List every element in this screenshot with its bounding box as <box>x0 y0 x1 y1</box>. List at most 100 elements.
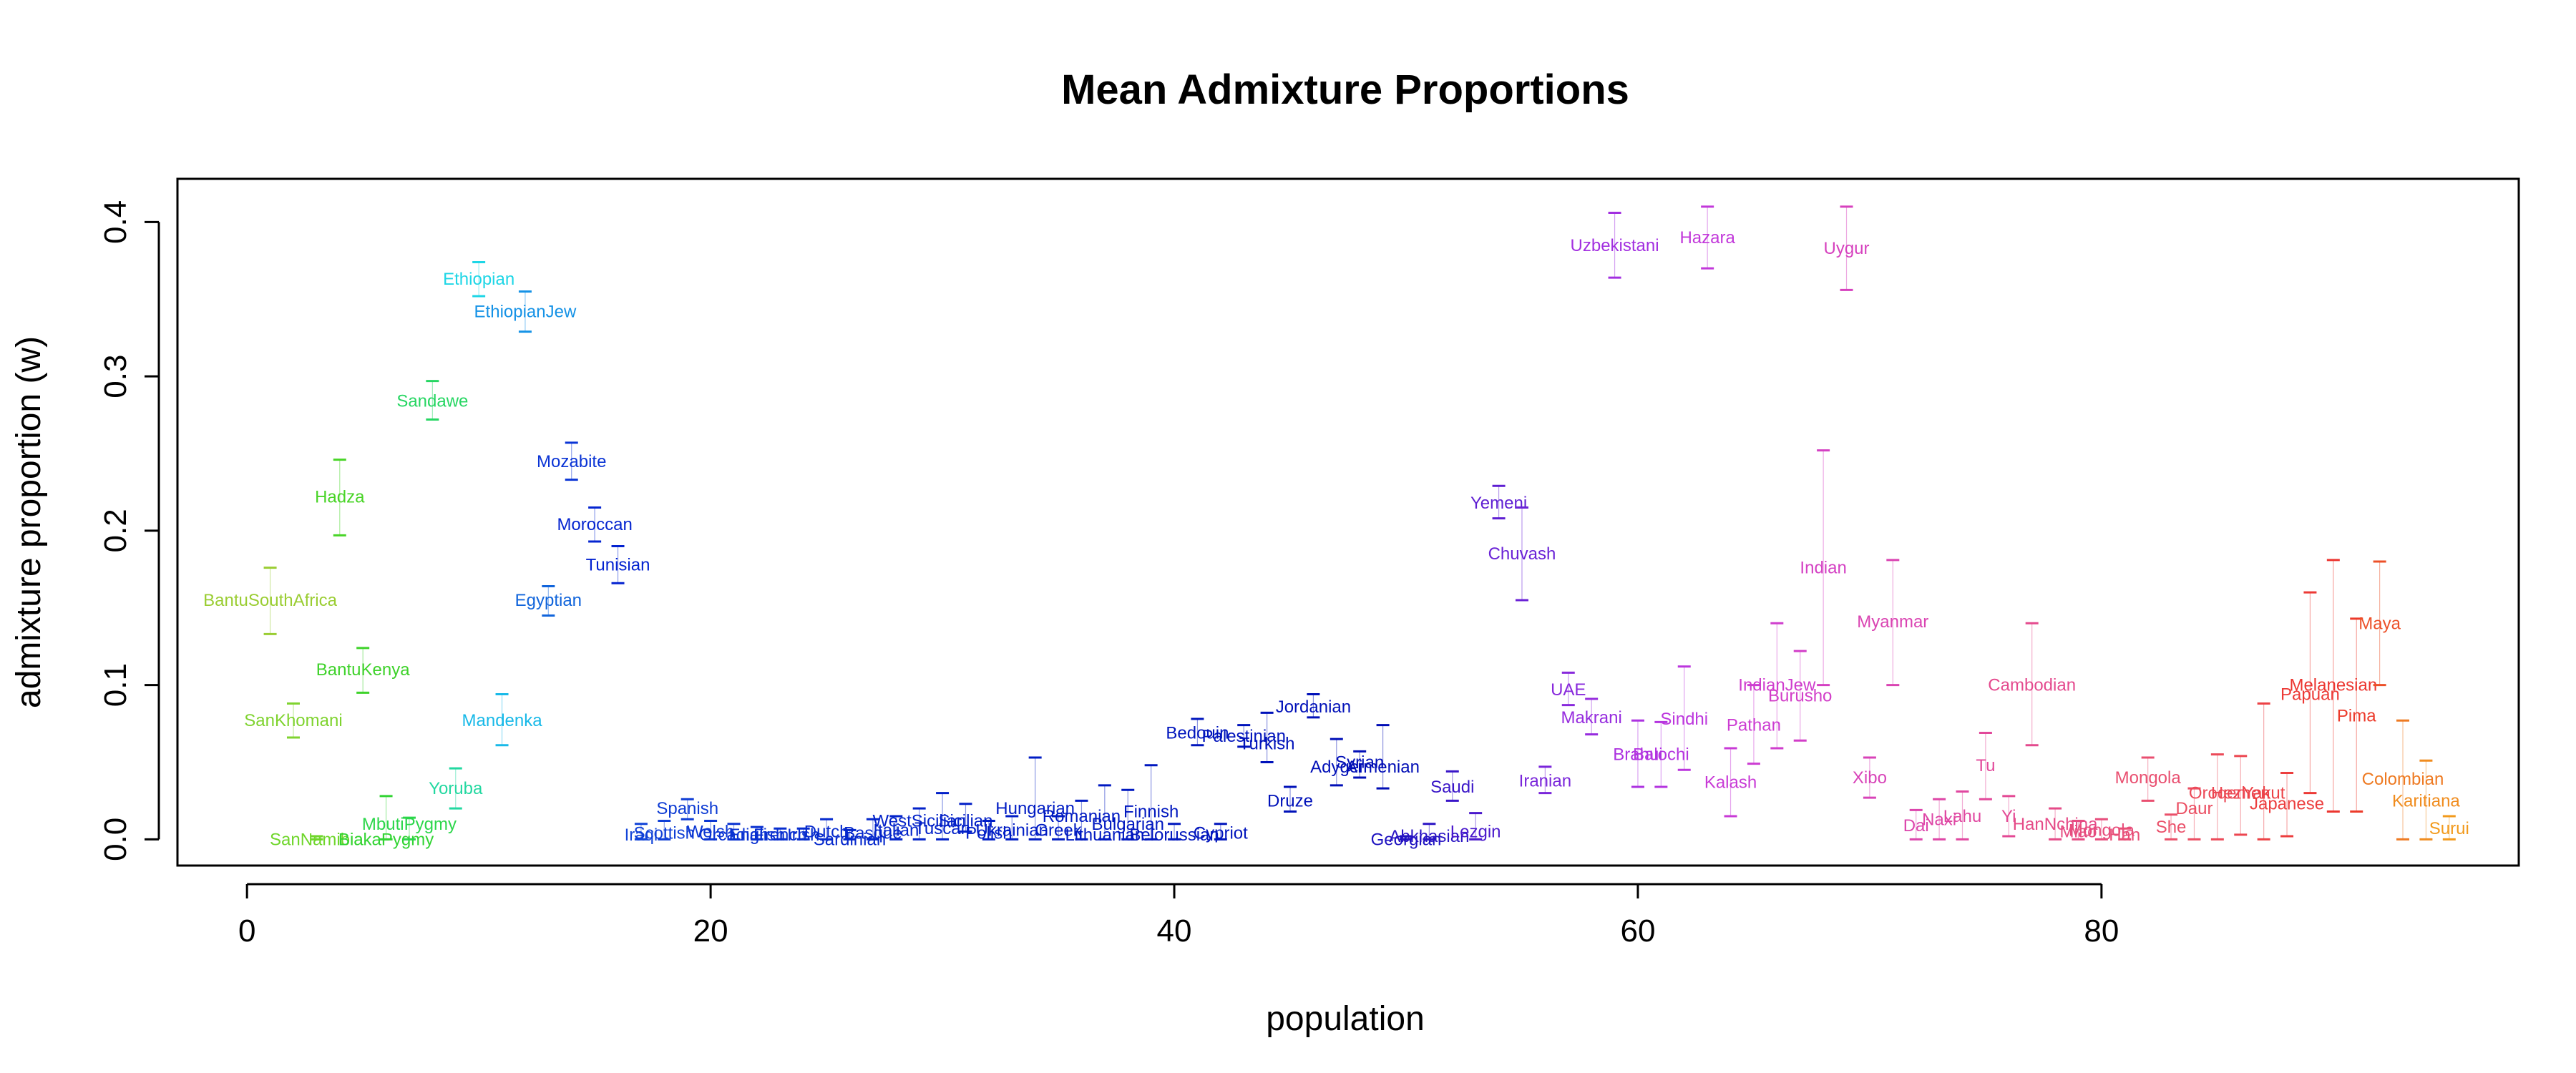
population-label: Pathan <box>1727 716 1781 735</box>
population-mark: Melanesian <box>2289 559 2377 813</box>
population-label: Tunisian <box>586 555 650 574</box>
population-mark: WestSicilian <box>873 807 966 841</box>
population-mark: Jordanian <box>1276 693 1351 719</box>
population-label: Dutch <box>804 823 849 842</box>
population-label: Italian <box>873 820 919 840</box>
population-mark: Bedouin <box>1166 717 1229 747</box>
population-label: Kalash <box>1704 773 1757 793</box>
x-tick-label: 60 <box>1620 913 1655 949</box>
y-tick-label: 0.1 <box>98 663 133 707</box>
population-mark: UAE <box>1551 671 1586 707</box>
population-label: Miao <box>2059 823 2097 842</box>
population-mark: Lezgin <box>1450 812 1501 842</box>
population-label: Ukrainian <box>976 820 1048 840</box>
population-label: Indian <box>1800 559 1846 578</box>
population-label: Bedouin <box>1166 723 1229 743</box>
population-mark: French <box>753 825 807 845</box>
population-label: Tuscan <box>914 819 970 838</box>
y-tick-label: 0.4 <box>98 200 133 244</box>
y-tick-label: 0.3 <box>98 355 133 398</box>
population-label: Moroccan <box>557 515 632 534</box>
population-mark: Dutch <box>804 818 849 842</box>
population-mark: Syrian <box>1335 750 1384 779</box>
population-label: Yemeni <box>1470 494 1527 513</box>
population-mark: Pathan <box>1727 684 1781 765</box>
population-mark: Turkish <box>1239 711 1295 763</box>
population-label: Papuan <box>2280 685 2340 705</box>
population-label: Druze <box>1267 791 1313 810</box>
population-mark: Daur <box>2175 787 2212 841</box>
population-mark: Moroccan <box>557 506 633 543</box>
population-mark: Italian <box>873 815 919 841</box>
population-mark: Orcadian <box>699 823 769 845</box>
population-label: SanNamibia <box>270 830 364 849</box>
population-label: Adygei <box>1310 758 1362 777</box>
population-mark: Surui <box>2429 815 2469 841</box>
population-mark: Welsh <box>687 819 734 842</box>
population-label: WestSicilian <box>873 811 966 831</box>
population-mark: Xibo <box>1853 756 1887 799</box>
x-tick-label: 80 <box>2084 913 2119 949</box>
population-label: MbutiPygmy <box>362 815 457 834</box>
population-mark: Han <box>2109 825 2140 845</box>
population-mark: Chuvash <box>1488 506 1556 602</box>
population-mark: Scottish <box>634 819 695 843</box>
population-label: Syrian <box>1335 753 1384 772</box>
population-label: Surui <box>2429 819 2469 838</box>
population-label: Han <box>2109 825 2140 845</box>
population-label: Spanish <box>656 799 718 818</box>
population-label: Abkhasian <box>1389 827 1469 846</box>
population-mark: Lahu <box>1943 790 1981 841</box>
population-label: Colombian <box>2362 770 2444 789</box>
population-mark: BantuSouthAfrica <box>203 567 338 635</box>
population-mark: Uygur <box>1823 205 1870 291</box>
population-mark: Irish <box>787 825 819 845</box>
population-mark: Karitiana <box>2392 759 2460 841</box>
population-label: Daur <box>2175 799 2212 818</box>
population-mark: Hadza <box>315 459 365 536</box>
population-mark: Kalash <box>1704 747 1757 818</box>
population-label: Sandawe <box>396 392 468 411</box>
population-label: Polish <box>965 824 1012 843</box>
population-mark: Tunisian <box>586 544 650 584</box>
population-mark: Lithuanian <box>1065 784 1144 845</box>
population-label: Hazara <box>1679 228 1735 248</box>
x-axis: 0 20 40 60 80 <box>238 883 2119 949</box>
population-mark: HanNchina <box>2013 807 2098 841</box>
population-mark: Abkhasian <box>1389 823 1469 846</box>
population-mark: Polish <box>965 819 1013 843</box>
population-mark: Miao <box>2059 819 2097 842</box>
population-label: Egyptian <box>515 591 582 610</box>
population-label: Sindhi <box>1660 710 1708 729</box>
population-mark: Greek <box>1035 815 1083 841</box>
population-mark: Mozabite <box>537 441 606 481</box>
population-mark: Papuan <box>2280 591 2340 795</box>
population-label: Armenian <box>1346 758 1420 777</box>
population-label: Hadza <box>315 487 365 506</box>
population-label: Orcadian <box>699 825 769 845</box>
population-mark: Iraqi <box>625 823 658 845</box>
population-mark: Cambodian <box>1988 622 2076 747</box>
population-label: Dai <box>1903 816 1929 836</box>
x-axis-label: population <box>1266 1000 1425 1038</box>
population-label: Balochi <box>1633 745 1689 765</box>
population-label: Iranian <box>1519 771 1571 790</box>
population-label: Romanian <box>1043 807 1121 826</box>
population-label: Karitiana <box>2392 791 2460 810</box>
population-label: Mozabite <box>537 452 606 471</box>
population-mark: Hazara <box>1679 205 1735 270</box>
population-mark: Saudi <box>1430 770 1474 802</box>
data-marks: BantuSouthAfrica SanKhomani SanNamibia Hadz… <box>203 205 2469 849</box>
population-label: SanKhomani <box>244 711 342 730</box>
population-mark: Yoruba <box>429 767 483 810</box>
population-mark: Belorussian <box>1129 823 1219 845</box>
population-label: Yoruba <box>429 779 483 798</box>
population-label: Yakut <box>2243 784 2285 803</box>
population-mark: Sindhi <box>1660 665 1708 771</box>
population-mark: Colombian <box>2362 719 2444 841</box>
population-label: HanNchina <box>2013 815 2098 834</box>
population-mark: Indian <box>1800 449 1847 687</box>
population-label: Makrani <box>1561 708 1621 727</box>
population-label: Belorussian <box>1129 825 1219 845</box>
